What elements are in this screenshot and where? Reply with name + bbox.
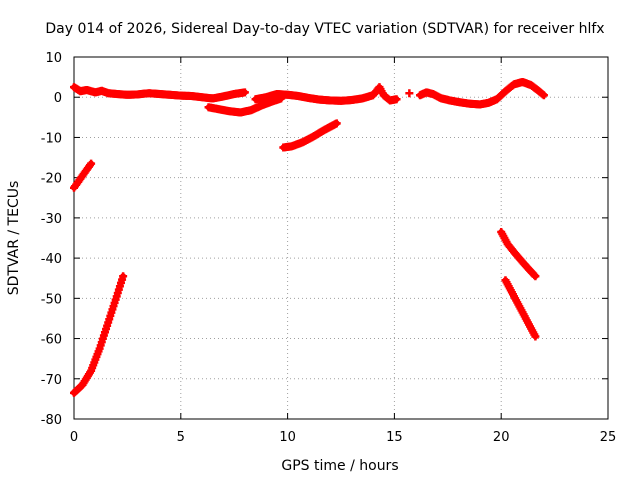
data-point — [531, 332, 540, 341]
y-tick-label: -80 — [41, 413, 62, 428]
x-tick-label: 15 — [386, 430, 403, 445]
y-tick-label: 10 — [45, 51, 62, 66]
data-point — [332, 119, 341, 128]
y-tick-label: -60 — [41, 333, 62, 348]
x-axis-title: GPS time / hours — [281, 458, 398, 474]
y-tick-label: -30 — [41, 212, 62, 227]
x-tick-label: 20 — [493, 430, 510, 445]
y-tick-label: 0 — [54, 91, 62, 106]
y-tick-label: -10 — [41, 131, 62, 146]
data-point — [531, 272, 540, 281]
x-tick-label: 5 — [177, 430, 185, 445]
y-tick-label: -20 — [41, 172, 62, 187]
data-point — [119, 272, 128, 281]
chart-title: Day 014 of 2026, Sidereal Day-to-day VTE… — [45, 21, 604, 37]
data-point — [392, 95, 401, 104]
data-point — [539, 91, 548, 100]
x-tick-label: 0 — [70, 430, 78, 445]
x-tick-label: 25 — [600, 430, 617, 445]
data-point — [87, 159, 96, 168]
grid-lines — [74, 57, 608, 419]
data-point — [240, 88, 249, 97]
data-points — [70, 77, 548, 397]
x-tick-label: 10 — [279, 430, 296, 445]
y-tick-label: -50 — [41, 292, 62, 307]
y-tick-label: -40 — [41, 252, 62, 267]
axis-ticks: 0 5 10 15 20 25 -80 -70 -60 -50 -40 -30 -20 -10 0 10 — [41, 51, 617, 445]
plot-frame — [73, 56, 609, 420]
y-axis-title: SDTVAR / TECUs — [6, 181, 22, 296]
data-point — [405, 89, 414, 98]
y-tick-label: -70 — [41, 373, 62, 388]
